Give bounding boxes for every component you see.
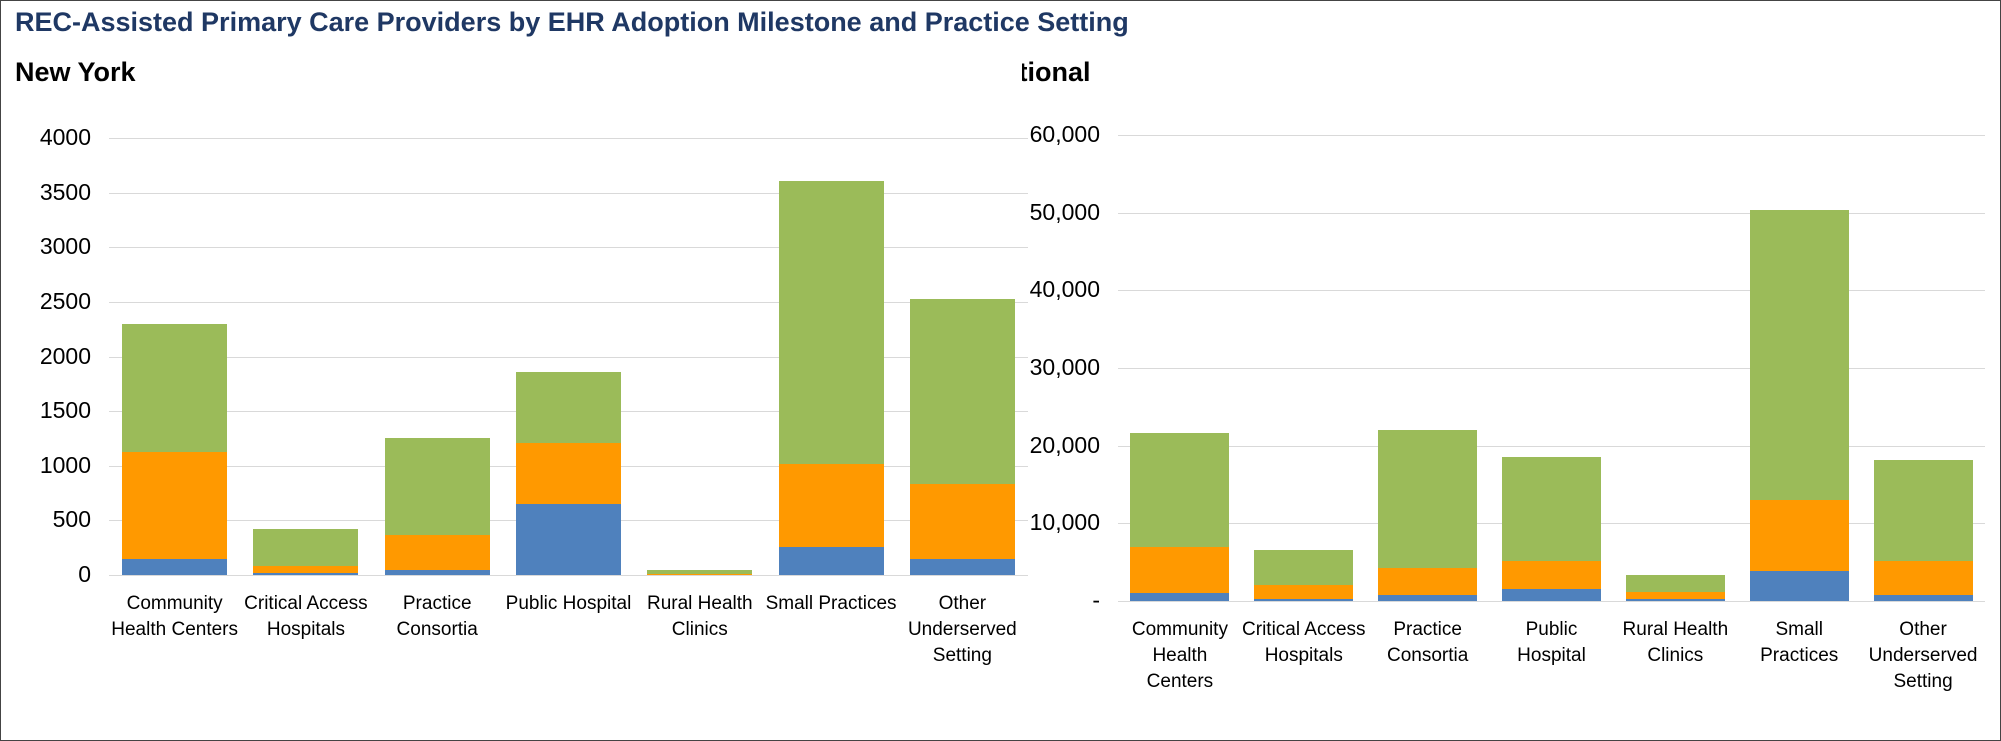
bar-segment: [515, 503, 621, 575]
bar-segment: [384, 438, 490, 535]
x-tick-label: Small Practices: [765, 593, 897, 614]
y-tick-label: 3000: [39, 233, 91, 260]
bar-segment: [253, 572, 359, 575]
x-tick-label: Other Underserved Setting: [907, 593, 1017, 666]
grid-line: [109, 301, 1028, 303]
y-tick-label: 40,000: [1029, 276, 1100, 303]
x-tick-label: Small Practices: [1760, 619, 1839, 666]
page-title: REC-Assisted Primary Care Providers by E…: [15, 7, 1129, 37]
grid-line: [1118, 290, 1985, 292]
bar-segment: [122, 558, 228, 575]
bar-segment: [1130, 547, 1230, 594]
y-tick-label: 1000: [39, 451, 91, 478]
x-tick-label: Rural Health Clinics: [1622, 619, 1729, 666]
bar-segment: [909, 484, 1015, 559]
bar-segment: [1254, 584, 1354, 599]
grid-line: [1118, 445, 1985, 447]
chart-title: New York: [15, 57, 136, 87]
bar-segment: [909, 558, 1015, 575]
bar-segment: [1378, 567, 1478, 595]
bar-segment: [1749, 570, 1849, 601]
y-tick-label: 30,000: [1029, 354, 1100, 380]
y-tick-label: 2000: [39, 342, 91, 369]
grid-line: [109, 192, 1028, 194]
x-tick-label: Other Underserved Setting: [1868, 619, 1978, 692]
bar-segment: [778, 180, 884, 464]
grid-line: [1118, 368, 1985, 369]
bar-segment: [1501, 457, 1602, 561]
bar-segment: [647, 573, 753, 575]
grid-line: [1118, 601, 1985, 602]
x-tick-label: Rural Health Clinics: [646, 593, 753, 640]
bar-segment: [1501, 560, 1602, 589]
grid-line: [1118, 212, 1985, 214]
bar-segment: [384, 534, 490, 570]
bar-segment: [1873, 459, 1973, 562]
bar-segment: [1254, 598, 1354, 601]
bar-segment: [1501, 588, 1602, 601]
x-tick-label: Practice Consortia: [396, 593, 478, 640]
grid-line: [109, 575, 1028, 576]
bar-segment: [1749, 210, 1849, 501]
y-tick-label: 3500: [39, 178, 91, 205]
y-tick-label: 10,000: [1029, 509, 1100, 536]
bar-segment: [515, 371, 621, 443]
x-tick-label: Community Health Centers: [111, 593, 238, 640]
bar-segment: [1625, 592, 1725, 599]
x-tick-label: Practice Consortia: [1386, 619, 1469, 666]
bar-segment: [1378, 594, 1478, 601]
bar-segment: [778, 546, 884, 575]
bar-segment: [1873, 594, 1973, 601]
bar-segment: [1130, 593, 1230, 601]
y-tick-label: 0: [78, 561, 91, 587]
y-tick-label: 2500: [39, 287, 91, 314]
y-tick-label: 500: [52, 506, 91, 533]
y-tick-label: -: [1092, 587, 1100, 613]
bar-segment: [647, 574, 753, 575]
x-tick-label: Critical Access Hospitals: [1242, 619, 1366, 666]
y-tick-label: 60,000: [1029, 121, 1100, 147]
bar-segment: [1378, 430, 1478, 568]
bar-segment: [1130, 433, 1230, 548]
bar-segment: [1625, 574, 1725, 593]
grid-line: [109, 247, 1028, 249]
bar-segment: [122, 323, 228, 452]
x-tick-label: Critical Access Hospitals: [244, 593, 368, 640]
y-tick-label: 4000: [39, 124, 91, 150]
grid-line: [1118, 135, 1985, 136]
y-tick-label: 1500: [39, 397, 91, 424]
bar-segment: [647, 569, 753, 574]
grid-line: [109, 138, 1028, 139]
bar-segment: [515, 442, 621, 504]
grid-line: [109, 356, 1028, 358]
bar-segment: [1625, 598, 1725, 601]
x-tick-label: Public Hospital: [505, 593, 632, 614]
bar-segment: [1254, 549, 1354, 585]
x-tick-label: Community Health Centers: [1131, 619, 1228, 692]
bar-segment: [1749, 500, 1849, 571]
bar-segment: [384, 569, 490, 575]
bar-segment: [778, 463, 884, 547]
y-tick-label: 50,000: [1029, 198, 1100, 225]
bar-segment: [253, 566, 359, 573]
bar-segment: [253, 529, 359, 567]
bar-segment: [1873, 561, 1973, 595]
bar-segment: [909, 298, 1015, 485]
x-tick-label: Public Hospital: [1517, 619, 1586, 666]
bar-segment: [122, 451, 228, 559]
y-tick-label: 20,000: [1029, 431, 1100, 458]
